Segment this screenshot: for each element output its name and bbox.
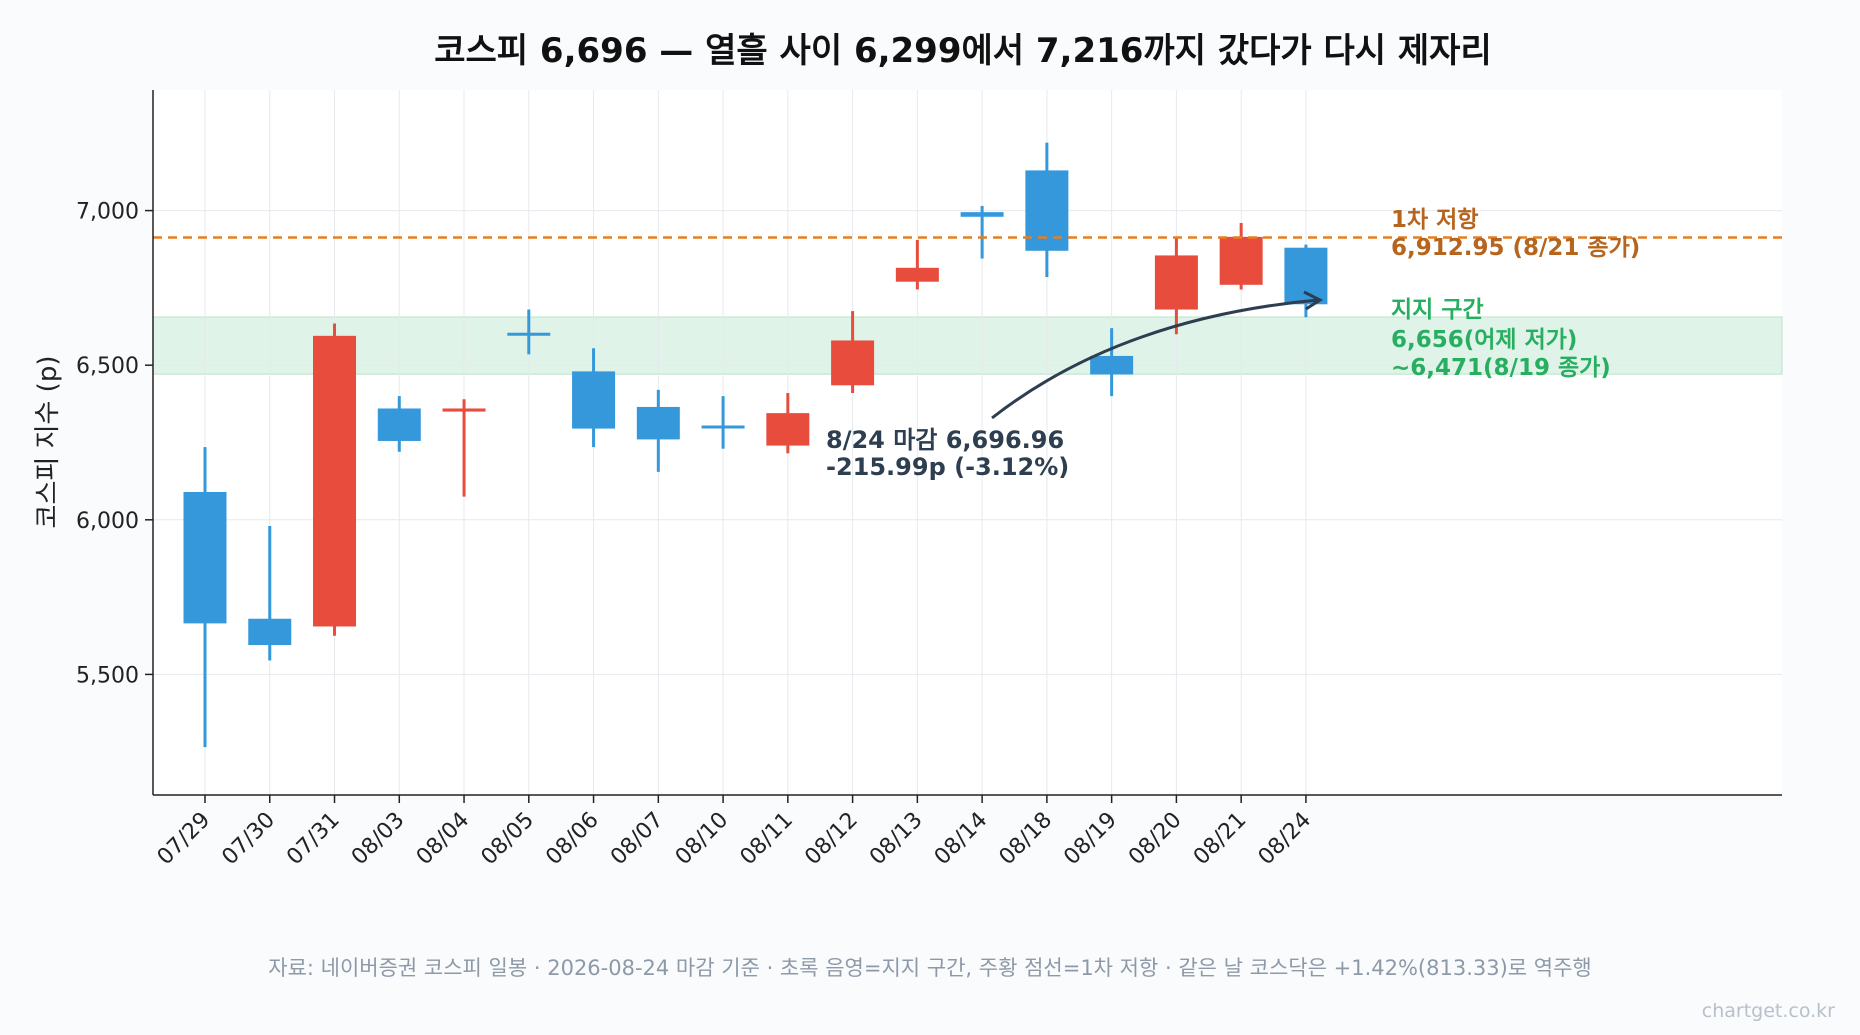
candle-body: [313, 335, 357, 627]
candle-body: [248, 618, 292, 646]
close-annotation-arrowhead: [1303, 290, 1324, 311]
y-tick-label: 7,000: [76, 200, 139, 225]
x-tick-label: 08/10: [671, 808, 734, 871]
close-annotation-line2: -215.99p (-3.12%): [826, 453, 1069, 481]
support-zone-band: [152, 316, 1783, 375]
y-tick-label: 5,500: [76, 663, 139, 688]
x-tick-label: 08/06: [541, 808, 604, 871]
x-tick-label: 08/20: [1124, 808, 1187, 871]
candle-body: [1219, 236, 1263, 285]
support-label-high: 6,656(어제 저가): [1391, 327, 1577, 353]
x-tick-label: 08/13: [865, 808, 928, 871]
x-tick-label: 08/14: [930, 808, 993, 871]
x-tick-labels: 07/29 07/30 07/31 08/03 08/04 08/05 08/06 08/07…: [153, 795, 1316, 870]
x-tick-label: 08/11: [736, 808, 799, 871]
x-tick-label: 08/04: [412, 808, 475, 871]
x-tick-label: 08/19: [1059, 808, 1122, 871]
support-zone: [152, 316, 1783, 375]
site-credit: chartget.co.kr: [1702, 1000, 1835, 1022]
candle-body: [636, 406, 680, 440]
candle-body: [572, 371, 616, 429]
x-tick-label: 07/29: [153, 808, 216, 871]
candle-body: [766, 413, 810, 446]
candle-body: [377, 408, 421, 441]
x-tick-label: 08/03: [347, 808, 410, 871]
y-tick-label: 6,000: [76, 509, 139, 534]
x-tick-label: 08/18: [995, 808, 1058, 871]
y-tick-labels: 5,500 6,000 6,500 7,000: [76, 200, 153, 688]
x-tick-label: 08/24: [1254, 808, 1317, 871]
plot-area: [153, 90, 1782, 795]
y-axis-label: 코스피 지수 (p): [33, 356, 63, 529]
x-tick-label: 08/21: [1189, 808, 1252, 871]
candle-body: [1284, 247, 1328, 305]
x-tick-label: 08/12: [800, 808, 863, 871]
candles: [183, 142, 1328, 748]
candle-body: [701, 425, 745, 429]
candle-body: [1090, 355, 1134, 375]
x-tick-label: 07/30: [217, 808, 280, 871]
support-label-title: 지지 구간: [1391, 297, 1484, 323]
chart-title: 코스피 6,696 — 열흘 사이 6,299에서 7,216까지 갔다가 다시…: [434, 31, 1492, 71]
x-tick-label: 07/31: [282, 808, 345, 871]
source-note: 자료: 네이버증권 코스피 일봉 · 2026-08-24 마감 기준 · 초록…: [268, 956, 1592, 980]
candle-body: [442, 408, 486, 412]
y-tick-label: 6,500: [76, 354, 139, 379]
axes: [152, 90, 1782, 796]
close-annotation-line1: 8/24 마감 6,696.96: [826, 426, 1064, 454]
x-tick-label: 08/07: [606, 808, 669, 871]
candle-body: [960, 212, 1004, 217]
resistance-label-title: 1차 저항: [1391, 207, 1479, 233]
resistance-label-value: 6,912.95 (8/21 종가): [1391, 235, 1640, 261]
candle-body: [507, 332, 551, 336]
x-tick-label: 08/05: [477, 808, 540, 871]
candle-body: [1154, 255, 1198, 310]
support-label-low: ~6,471(8/19 종가): [1391, 355, 1611, 381]
candle-body: [895, 267, 939, 282]
candle-body: [831, 340, 875, 386]
close-annotation-arrow: [991, 298, 1319, 420]
candle-body: [183, 491, 227, 624]
